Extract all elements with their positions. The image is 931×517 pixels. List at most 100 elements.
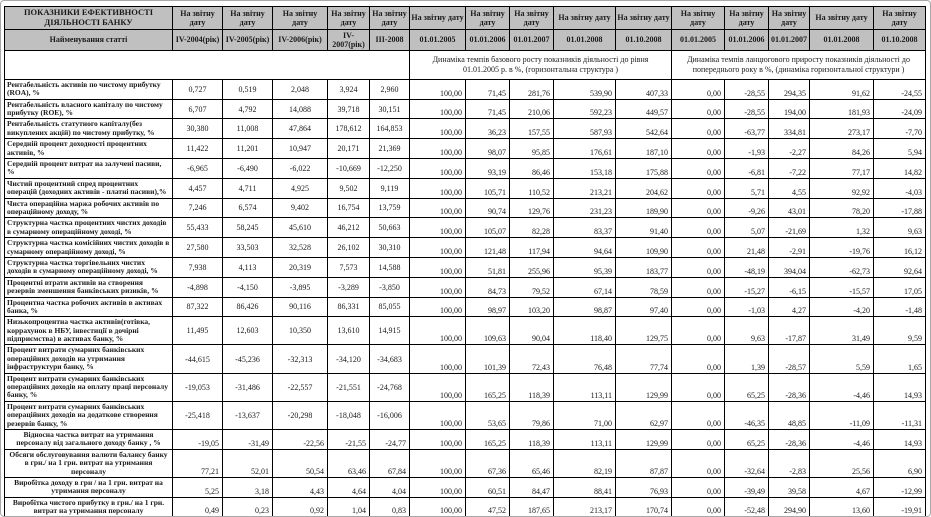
value-cell: -4,150 — [222, 276, 273, 298]
table-row: Середній процент доходності процентних а… — [4, 138, 926, 160]
base-growth-cell: 175,88 — [615, 158, 672, 179]
chain-growth-cell: 4,27 — [768, 296, 810, 318]
base-date-header: 01.01.2005 — [409, 28, 466, 51]
value-cell: 90,116 — [272, 296, 328, 318]
chain-growth-cell: 294,90 — [768, 496, 810, 516]
table-row: Обсяги обслуговування валюти балансу бан… — [4, 448, 926, 478]
value-cell: 86,426 — [222, 296, 273, 318]
chain-growth-cell: -6,81 — [724, 158, 769, 179]
chain-growth-cell: 14,82 — [873, 158, 926, 179]
base-growth-cell: 176,61 — [553, 138, 616, 160]
value-cell: 47,864 — [272, 118, 328, 140]
value-cell: 11,495 — [172, 316, 223, 346]
base-growth-cell: 100,00 — [409, 217, 466, 239]
table-header: ПОКАЗНИКИ ЕФЕКТИВНОСТІ ДІЯЛЬНОСТІ БАНКУ … — [4, 6, 926, 80]
base-growth-cell: 281,76 — [509, 78, 554, 100]
base-growth-cell: 71,00 — [553, 400, 616, 430]
base-growth-cell: 105,07 — [465, 217, 510, 239]
value-cell: -24,768 — [369, 372, 410, 402]
chain-growth-cell: 0,00 — [671, 276, 725, 298]
chain-growth-cell: 0,00 — [671, 177, 725, 199]
base-growth-cell: 76,48 — [553, 344, 616, 374]
value-cell: 4,64 — [327, 476, 370, 498]
base-growth-cell: 109,63 — [465, 316, 510, 346]
row-label: Структурна частка процентних чистих дохо… — [4, 217, 173, 239]
value-cell: -13,637 — [222, 400, 273, 430]
group-label-row: Динаміка темпів базового росту показникі… — [4, 49, 926, 80]
chain-growth-cell: 5,94 — [873, 138, 926, 160]
header-row-dates: Найменування статті IV-2004(рік) IV-2005… — [4, 28, 926, 51]
base-growth-cell: 210,06 — [509, 98, 554, 120]
period-header: IV-2007(рік) — [327, 28, 370, 51]
base-growth-cell: 79,52 — [509, 276, 554, 298]
report-date-header: На звітну дату — [369, 6, 410, 30]
base-growth-cell: 100,00 — [409, 400, 466, 430]
table-row: Низькопроцентна частка активів(готівка, … — [4, 316, 926, 346]
chain-growth-cell: -52,48 — [724, 496, 769, 516]
value-cell: 6,574 — [222, 197, 273, 219]
value-cell: -44,615 — [172, 344, 223, 374]
value-cell: 32,528 — [272, 237, 328, 258]
base-growth-cell: 170,74 — [615, 496, 672, 516]
value-cell: 0,83 — [369, 496, 410, 516]
base-growth-cell: 113,11 — [553, 372, 616, 402]
chain-growth-cell: -32,64 — [724, 448, 769, 478]
value-cell: -16,006 — [369, 400, 410, 430]
chain-growth-cell: 78,20 — [809, 197, 874, 219]
table-row: Процентна частка робочих активів в актив… — [4, 296, 926, 318]
row-label: Відносна частка витрат на утримання перс… — [4, 428, 173, 450]
base-growth-cell: 109,90 — [615, 237, 672, 258]
chain-growth-cell: 0,00 — [671, 78, 725, 100]
base-growth-cell: 100,00 — [409, 98, 466, 120]
base-growth-cell: 100,00 — [409, 496, 466, 516]
chain-growth-cell: 0,00 — [671, 316, 725, 346]
base-growth-cell: 129,99 — [615, 428, 672, 450]
value-cell: 30,310 — [369, 237, 410, 258]
table-row: Чистий процентний спред процентних опера… — [4, 177, 926, 199]
value-cell: 7,573 — [327, 256, 370, 278]
base-growth-cell: 110,52 — [509, 177, 554, 199]
value-cell: -6,965 — [172, 158, 223, 179]
base-growth-cell: 100,00 — [409, 138, 466, 160]
base-growth-cell: 165,25 — [465, 372, 510, 402]
value-cell: 4,925 — [272, 177, 328, 199]
base-date-header: 01.10.2008 — [615, 28, 672, 51]
chain-growth-cell: 0,00 — [671, 344, 725, 374]
base-growth-cell: 71,45 — [465, 98, 510, 120]
chain-growth-cell: -4,46 — [809, 428, 874, 450]
chain-growth-cell: 0,00 — [671, 197, 725, 219]
value-cell: 67,84 — [369, 448, 410, 478]
base-growth-cell: 587,93 — [553, 118, 616, 140]
period-header: IV-2006(рік) — [272, 28, 328, 51]
chain-growth-cell: 16,12 — [873, 237, 926, 258]
base-growth-cell: 94,64 — [553, 237, 616, 258]
chain-growth-cell: 0,00 — [671, 428, 725, 450]
base-growth-cell: 103,20 — [509, 296, 554, 318]
value-cell: 10,350 — [272, 316, 328, 346]
chain-growth-cell: -46,35 — [724, 400, 769, 430]
base-growth-cell: 100,00 — [409, 448, 466, 478]
value-cell: 4,04 — [369, 476, 410, 498]
chain-date-header: 01.01.2006 — [724, 28, 769, 51]
value-cell: -34,683 — [369, 344, 410, 374]
base-growth-cell: 129,99 — [615, 372, 672, 402]
base-date-header: 01.01.2007 — [509, 28, 554, 51]
row-label: Рентабельність статутного капіталу(без в… — [4, 118, 173, 140]
value-cell: 9,119 — [369, 177, 410, 199]
report-date-header: На звітну дату — [509, 6, 554, 30]
value-cell: -31,49 — [222, 428, 273, 450]
base-growth-cell: 60,51 — [465, 476, 510, 498]
base-growth-cell: 187,65 — [509, 496, 554, 516]
chain-growth-cell: 43,01 — [768, 197, 810, 219]
base-growth-cell: 204,62 — [615, 177, 672, 199]
base-growth-cell: 100,00 — [409, 316, 466, 346]
base-growth-cell: 86,46 — [509, 158, 554, 179]
row-label: Структурна частка комісійних чистих дохо… — [4, 237, 173, 258]
base-growth-cell: 189,90 — [615, 197, 672, 219]
report-date-header: На звітну дату — [553, 6, 616, 30]
base-date-header: 01.01.2006 — [465, 28, 510, 51]
table-row: Процент витрати сумарних банківських опе… — [4, 344, 926, 374]
value-cell: -31,486 — [222, 372, 273, 402]
base-growth-cell: 101,39 — [465, 344, 510, 374]
